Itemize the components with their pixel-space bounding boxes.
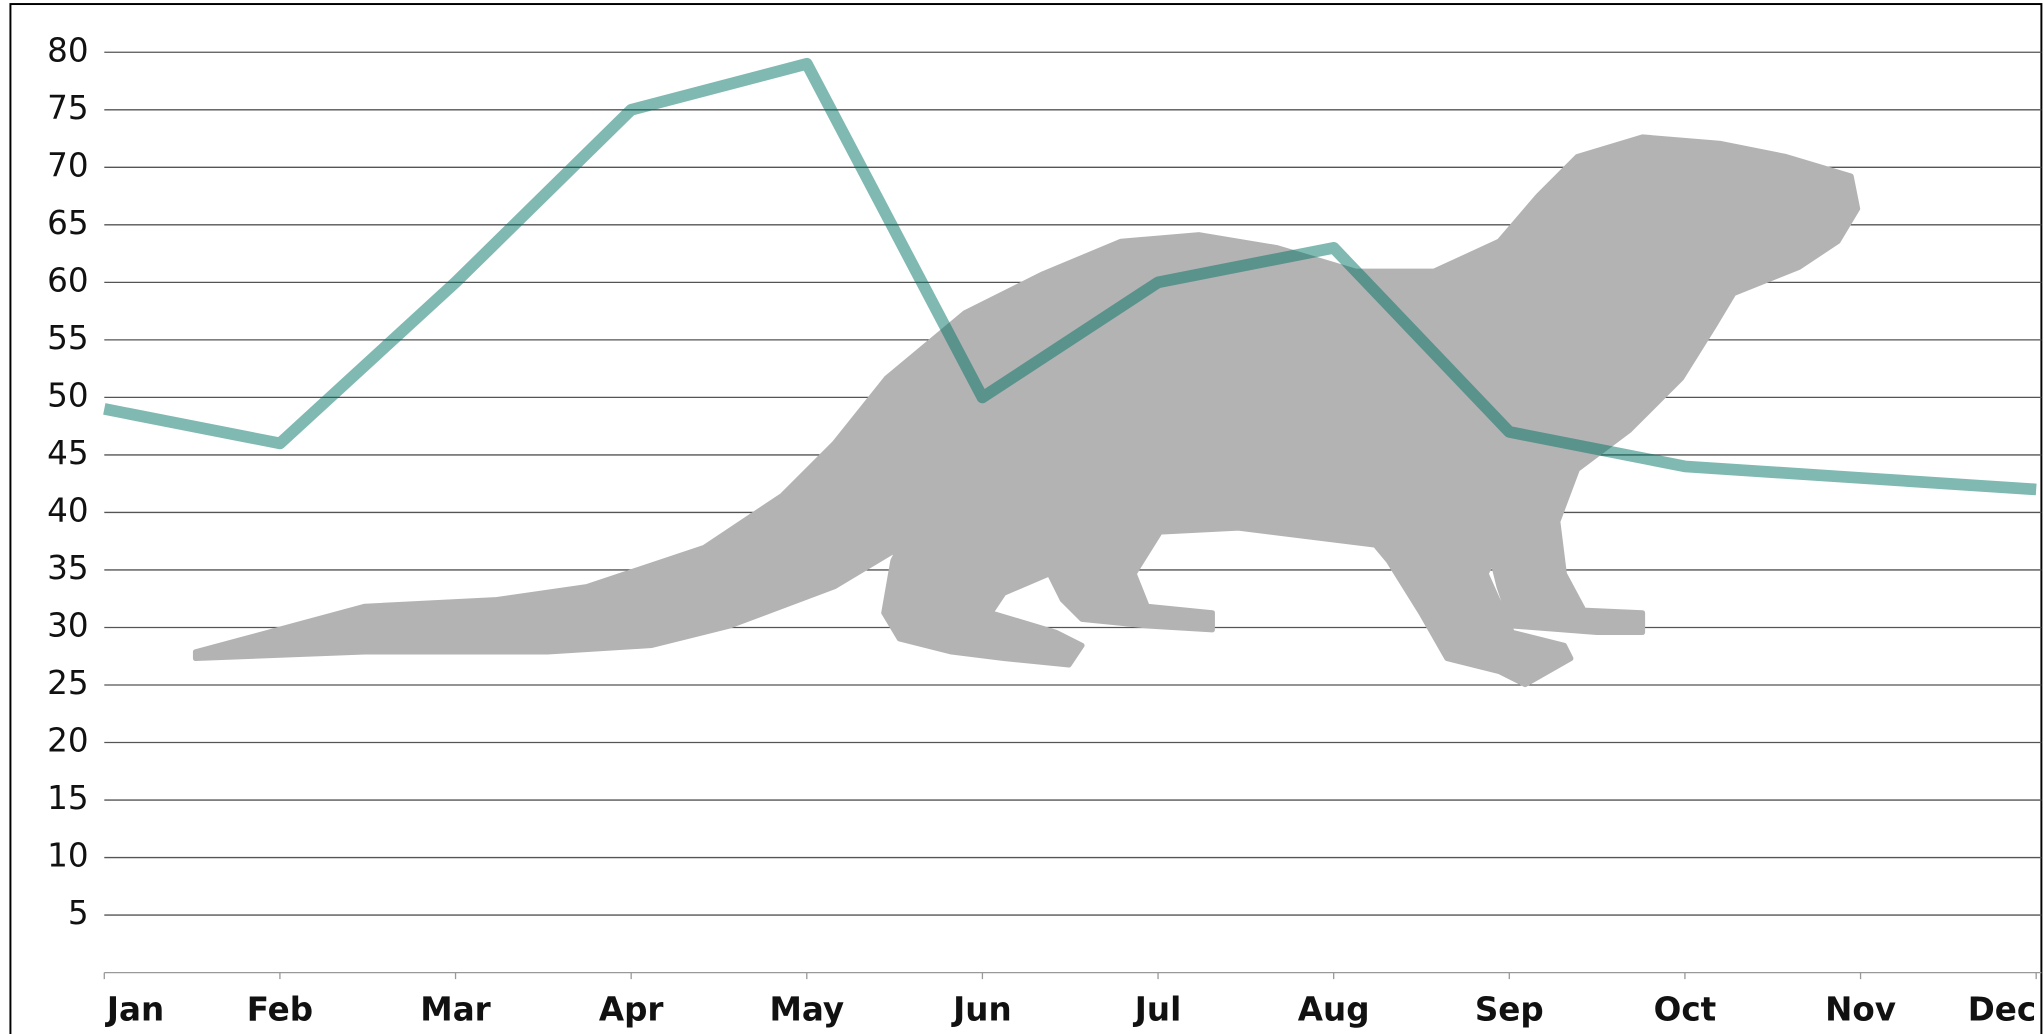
y-tick-label: 25 (47, 664, 88, 702)
y-tick-label: 65 (47, 204, 88, 242)
x-tick-label: Jun (951, 991, 1012, 1029)
otter-silhouette (192, 134, 1861, 688)
y-tick-label: 50 (47, 376, 88, 414)
frame (9, 3, 2043, 1034)
y-tick-label: 75 (47, 89, 88, 127)
y-tick-label: 15 (47, 779, 88, 817)
y-tick-label: 5 (68, 894, 89, 932)
y-tick-label: 40 (47, 491, 88, 529)
x-tick-label: Apr (599, 991, 664, 1029)
y-tick-label: 35 (47, 549, 88, 587)
y-tick-label: 20 (47, 722, 88, 760)
x-tick-label: May (769, 991, 844, 1029)
data-line (103, 57, 2037, 496)
y-tick-label: 70 (47, 146, 88, 184)
y-tick-label: 80 (47, 31, 88, 69)
x-tick-label: Sep (1475, 991, 1544, 1029)
x-tick-label: Jul (1133, 991, 1181, 1029)
x-tick-label: Dec (1968, 991, 2036, 1029)
y-tick-label: 55 (47, 319, 88, 357)
x-tick-label: Jan (105, 991, 164, 1029)
x-tick-label: Mar (420, 991, 490, 1029)
plot: Jan Feb Mar Apr May Jun Jul Aug Sep Oct Nov Dec (103, 57, 2037, 1029)
y-tick-label: 45 (47, 434, 88, 472)
y-tick-label: 10 (47, 837, 88, 875)
y-tick-label: 60 (47, 261, 88, 299)
x-tick-label: Aug (1298, 991, 1370, 1029)
x-tick-label: Feb (247, 991, 313, 1029)
x-tick-label: Nov (1825, 991, 1896, 1029)
x-tick-label: Oct (1654, 991, 1717, 1029)
y-tick-label: 30 (47, 606, 88, 644)
